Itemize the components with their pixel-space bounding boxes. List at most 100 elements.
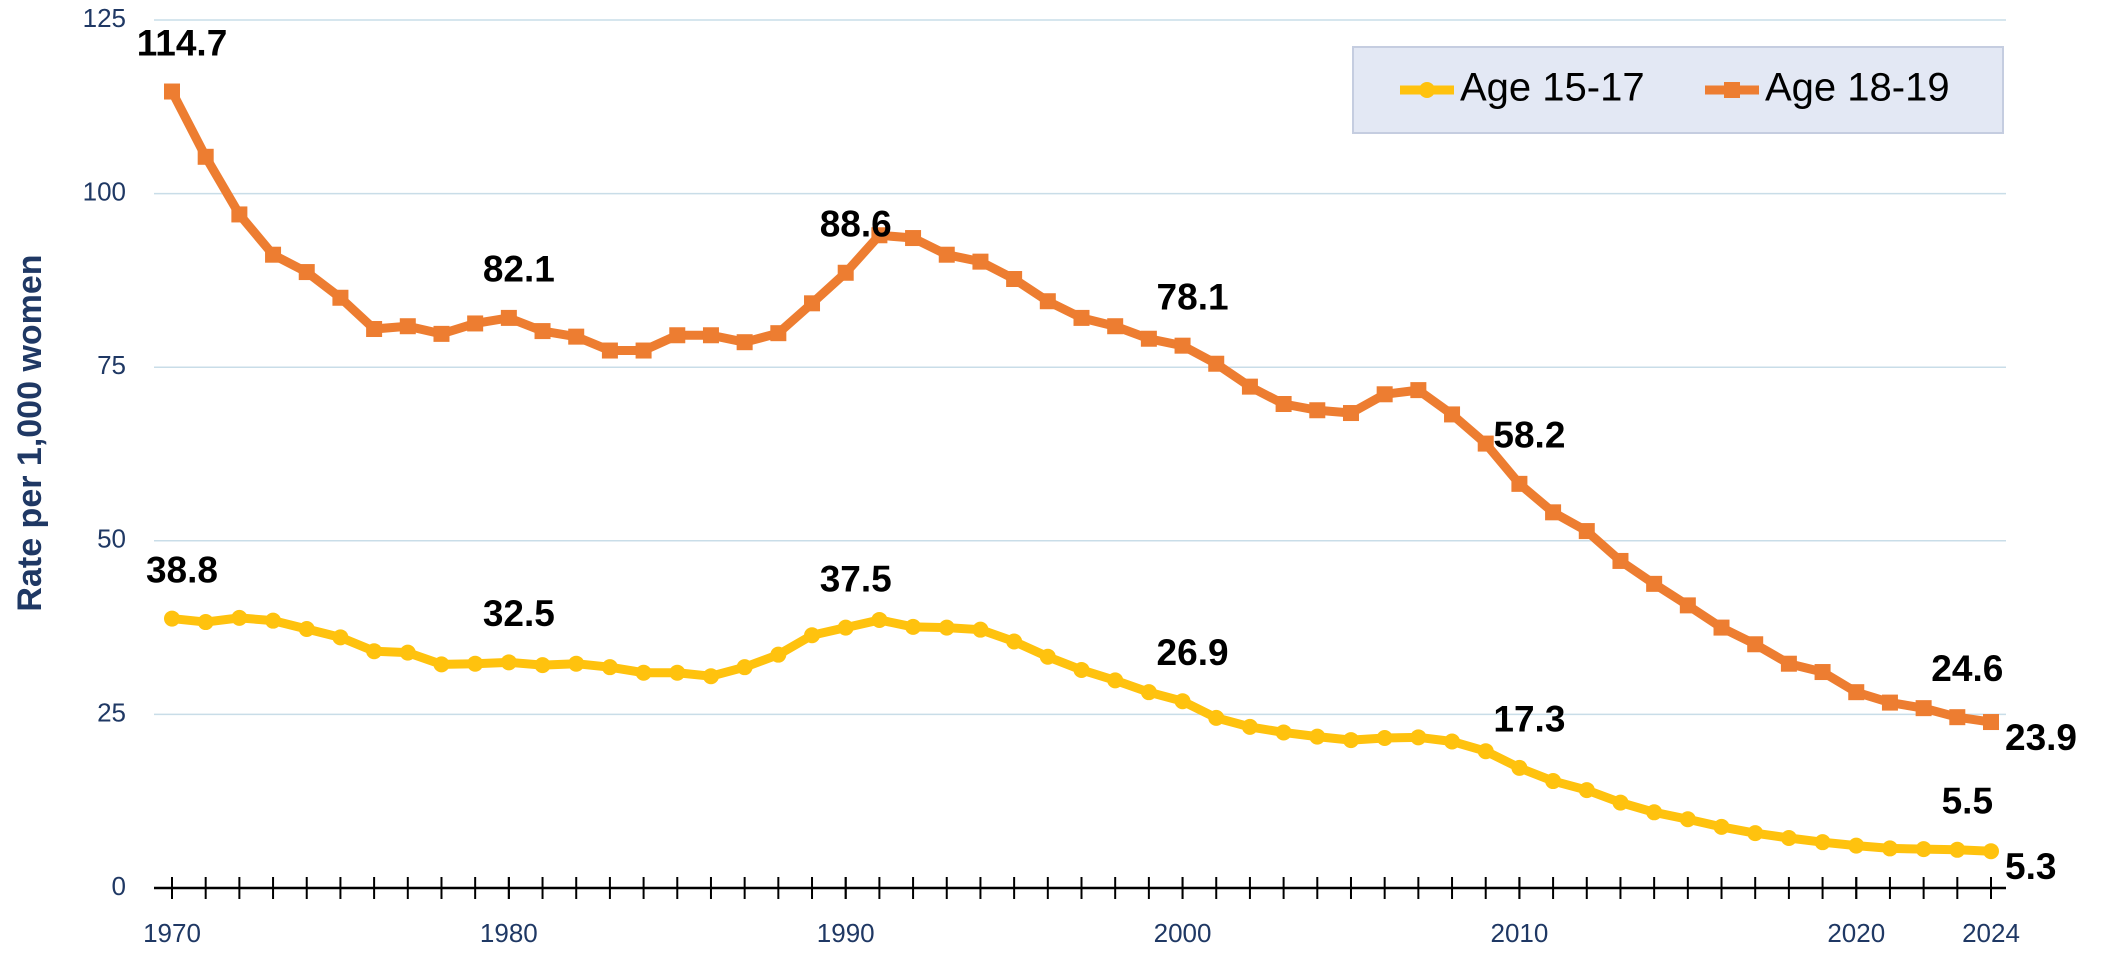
marker [500,309,517,326]
marker [1006,271,1023,288]
marker [1140,684,1157,701]
marker [1039,293,1056,310]
marker [197,614,214,631]
y-tick-label: 100 [83,176,126,206]
marker [467,315,484,332]
marker [1444,406,1461,423]
legend-marker [1724,82,1740,98]
marker [265,246,282,263]
marker [1646,575,1663,592]
marker [366,643,383,660]
marker [905,618,922,635]
marker [1241,718,1258,735]
marker [804,627,821,644]
marker [1511,759,1528,776]
legend-label: Age 18-19 [1765,66,1950,110]
marker [871,227,888,244]
marker [837,619,854,636]
marker [635,342,652,359]
marker [1578,782,1595,799]
data-label: 23.9 [2005,717,2077,758]
marker [1612,794,1629,811]
marker [669,327,686,344]
marker [1511,475,1528,492]
marker [1881,694,1898,711]
marker [332,289,349,306]
marker [1646,804,1663,821]
marker [1713,818,1730,835]
marker [298,264,315,281]
marker [1107,318,1124,335]
y-tick-label: 125 [83,3,126,33]
marker [702,668,719,685]
marker [265,612,282,629]
y-axis-label: Rate per 1,000 women [11,254,49,611]
marker [1174,693,1191,710]
data-label: 5.3 [2005,846,2056,887]
marker [399,318,416,335]
marker [1881,840,1898,857]
marker [1275,724,1292,741]
x-tick-label: 1990 [817,918,875,948]
marker [1073,661,1090,678]
data-label: 24.6 [1931,648,2003,689]
y-tick-label: 50 [97,524,126,554]
marker [1410,382,1427,399]
marker [1342,732,1359,749]
marker [736,334,753,351]
marker [231,609,248,626]
x-tick-label: 1980 [480,918,538,948]
data-label: 26.9 [1157,632,1229,673]
marker [399,644,416,661]
marker [837,264,854,281]
marker [1612,552,1629,569]
marker [1915,700,1932,717]
marker [770,646,787,663]
marker [1915,841,1932,858]
marker [534,323,551,340]
marker [1949,709,1966,726]
legend-marker [1419,82,1435,98]
x-tick-label: 2000 [1154,918,1212,948]
marker [905,230,922,247]
marker [804,295,821,312]
marker [1780,830,1797,847]
marker [1309,728,1326,745]
data-label: 88.6 [820,204,892,245]
marker [1848,684,1865,701]
data-label: 38.8 [146,549,218,590]
marker [635,664,652,681]
data-label: 78.1 [1157,276,1229,317]
marker [702,327,719,344]
marker [1477,743,1494,760]
marker [332,629,349,646]
marker [298,620,315,637]
marker [1949,841,1966,858]
y-tick-label: 0 [112,871,126,901]
marker [1747,636,1764,653]
data-label: 17.3 [1493,699,1565,740]
marker [1376,730,1393,747]
data-label: 32.5 [483,593,555,634]
marker [1140,330,1157,347]
marker [1410,729,1427,746]
marker [231,206,248,223]
marker [534,657,551,674]
marker [1848,837,1865,854]
marker [1983,714,1999,731]
marker [1477,435,1494,452]
marker [1814,834,1831,851]
marker [1006,633,1023,650]
marker [164,83,180,100]
marker [164,610,180,627]
marker [1275,396,1292,413]
marker [500,654,517,671]
marker [1780,655,1797,672]
marker [736,659,753,676]
marker [1039,648,1056,665]
marker [1679,597,1696,614]
marker [433,325,450,342]
data-label: 82.1 [483,249,555,290]
marker [601,342,618,359]
